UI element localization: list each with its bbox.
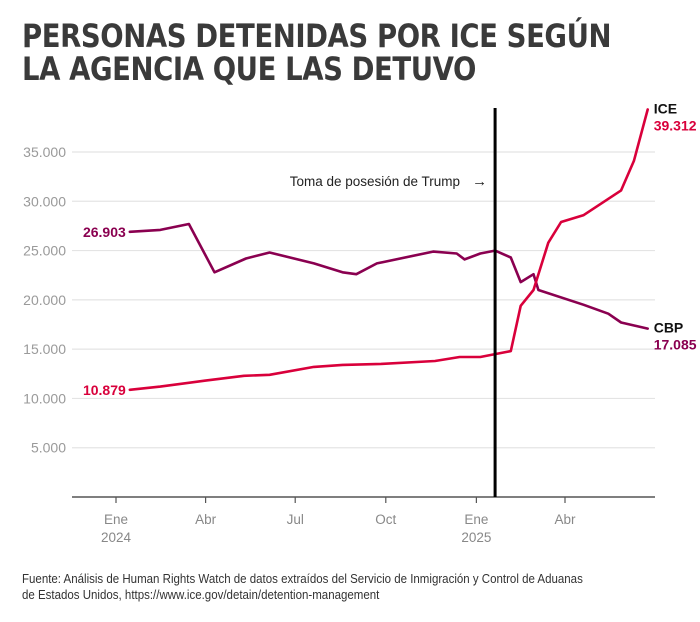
x-tick-label: Jul: [287, 512, 304, 527]
y-tick-label: 5.000: [31, 440, 66, 456]
x-axis: Ene 2024 Abr Jul Oct Ene 2025 Abr: [72, 496, 655, 545]
y-axis-tick-labels: 5.000 10.000 15.000 20.000 25.000 30.000 35.00…: [23, 144, 66, 456]
y-tick-label: 20.000: [23, 292, 66, 308]
x-tick-year-label: 2024: [101, 530, 132, 545]
x-tick-label: Abr: [554, 512, 576, 527]
source-note: Fuente: Análisis de Human Rights Watch d…: [22, 571, 583, 603]
chart-title: PERSONAS DETENIDAS POR ICE SEGÚN LA AGEN…: [22, 17, 612, 88]
y-tick-label: 10.000: [23, 390, 66, 406]
series-lines: [128, 108, 649, 392]
y-tick-label: 35.000: [23, 144, 66, 160]
series-line-cbp: [128, 222, 649, 330]
chart-title-line-2: LA AGENCIA QUE LAS DETUVO: [22, 50, 477, 88]
annotation-label: Toma de posesión de Trump: [290, 174, 460, 189]
series-line-ice: [128, 108, 649, 392]
y-tick-label: 30.000: [23, 193, 66, 209]
x-tick-label: Abr: [195, 512, 217, 527]
x-tick-year-label: 2025: [461, 530, 491, 545]
inauguration-marker: Toma de posesión de Trump →: [290, 108, 497, 497]
y-tick-label: 15.000: [23, 341, 66, 357]
y-tick-label: 25.000: [23, 243, 66, 259]
start-value-label-ice: 10.879: [83, 382, 126, 398]
start-value-label-cbp: 26.903: [83, 224, 126, 240]
source-line-2: de Estados Unidos, https://www.ice.gov/d…: [22, 588, 380, 602]
end-value-label-ice: 39.312: [654, 117, 697, 133]
chart-title-line-1: PERSONAS DETENIDAS POR ICE SEGÚN: [22, 17, 612, 55]
series-name-label-ice: ICE: [654, 100, 677, 116]
series-name-label-cbp: CBP: [654, 320, 684, 336]
x-tick-label: Ene: [104, 512, 128, 527]
end-value-label-cbp: 17.085: [654, 337, 697, 353]
x-tick-label: Oct: [375, 512, 396, 527]
annotation-arrow: →: [472, 173, 487, 190]
source-line-1: Fuente: Análisis de Human Rights Watch d…: [22, 572, 583, 586]
x-tick-label: Ene: [464, 512, 488, 527]
gridlines: [72, 151, 655, 449]
